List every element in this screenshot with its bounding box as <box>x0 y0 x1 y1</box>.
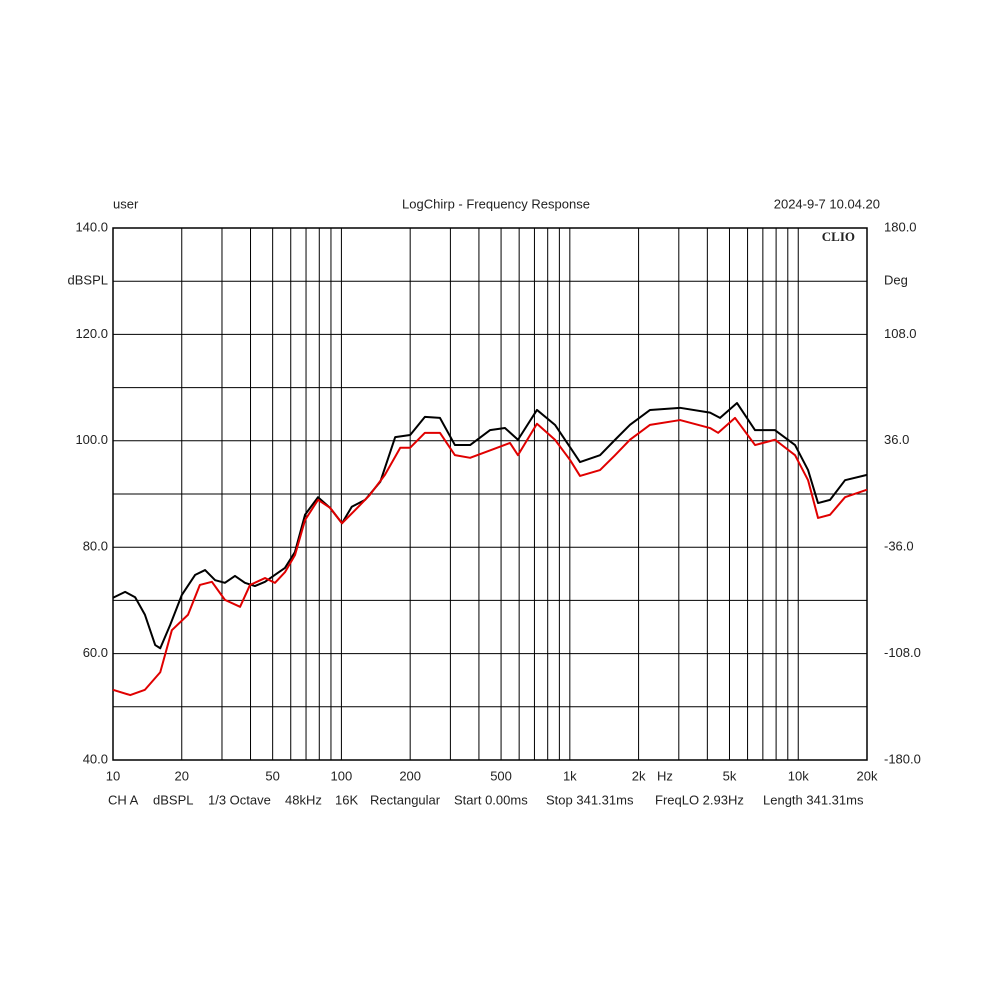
footer-item: Rectangular <box>370 792 441 807</box>
footer-item: 48kHz <box>285 792 322 807</box>
x-tick-label: 50 <box>265 768 279 783</box>
x-tick-label: 1k <box>563 768 577 783</box>
x-tick-label: 20 <box>175 768 189 783</box>
timestamp: 2024-9-7 10.04.20 <box>774 196 880 211</box>
footer-item: FreqLO 2.93Hz <box>655 792 744 807</box>
y2-axis-label: Deg <box>884 272 908 287</box>
y-axis-label: dBSPL <box>68 272 108 287</box>
footer-item: 16K <box>335 792 358 807</box>
y2-tick-label: 180.0 <box>884 219 917 234</box>
response-curve <box>112 416 868 697</box>
x-tick-label: 20k <box>857 768 878 783</box>
y2-tick-label: 36.0 <box>884 432 909 447</box>
footer-item: dBSPL <box>153 792 193 807</box>
x-unit-label: Hz <box>657 768 673 783</box>
chart-title: LogChirp - Frequency Response <box>402 196 590 211</box>
x-tick-label: 200 <box>399 768 421 783</box>
footer-item: Start 0.00ms <box>454 792 528 807</box>
y-tick-label: 100.0 <box>75 432 108 447</box>
response-curve <box>112 402 868 650</box>
x-tick-label: 5k <box>723 768 737 783</box>
x-tick-label: 500 <box>490 768 512 783</box>
y2-tick-label: -108.0 <box>884 645 921 660</box>
x-tick-label: 2k <box>632 768 646 783</box>
x-tick-label: 10 <box>106 768 120 783</box>
x-tick-label: 100 <box>331 768 353 783</box>
y-tick-label: 140.0 <box>75 219 108 234</box>
footer-item: 1/3 Octave <box>208 792 271 807</box>
footer-item: CH A <box>108 792 139 807</box>
footer-item: Stop 341.31ms <box>546 792 634 807</box>
y-tick-label: 40.0 <box>83 751 108 766</box>
y2-tick-label: 108.0 <box>884 326 917 341</box>
y2-tick-label: -36.0 <box>884 539 914 554</box>
x-tick-label: 10k <box>788 768 809 783</box>
y-tick-label: 120.0 <box>75 326 108 341</box>
y2-tick-label: -180.0 <box>884 751 921 766</box>
user-label: user <box>113 196 139 211</box>
y-tick-label: 80.0 <box>83 539 108 554</box>
y-tick-label: 60.0 <box>83 645 108 660</box>
footer-item: Length 341.31ms <box>763 792 864 807</box>
brand-label: CLIO <box>822 229 855 244</box>
